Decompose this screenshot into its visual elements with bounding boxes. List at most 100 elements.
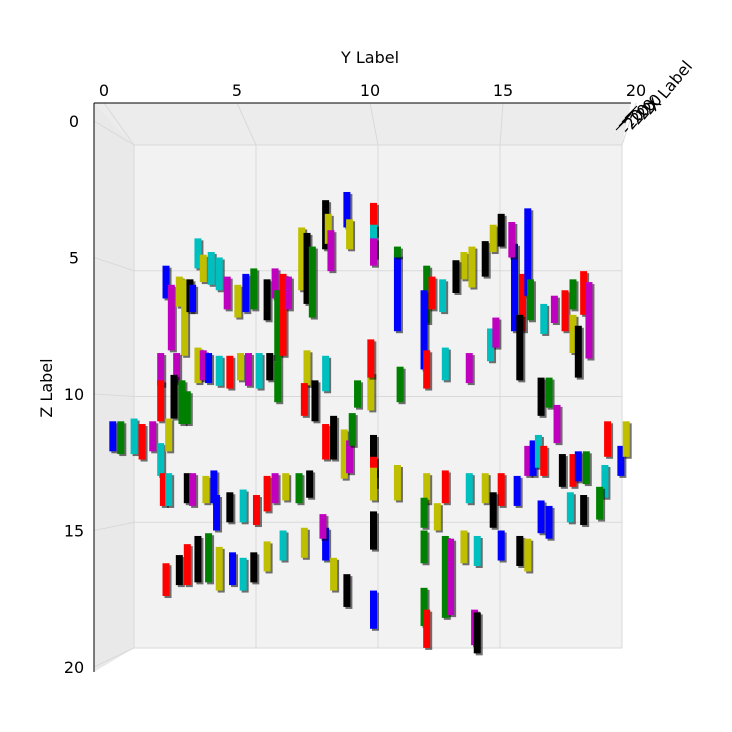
bar [311, 380, 319, 422]
bar [370, 434, 377, 476]
bar [213, 495, 221, 531]
bar [207, 252, 215, 285]
bar [617, 445, 625, 476]
bar [492, 317, 500, 348]
bar [529, 440, 537, 476]
bar [452, 260, 460, 293]
bar [274, 290, 282, 362]
bar [157, 443, 165, 476]
bar [199, 254, 207, 283]
bar [510, 243, 518, 332]
bar [540, 303, 548, 334]
bar [255, 353, 263, 389]
bar [574, 325, 582, 378]
bar [423, 350, 431, 389]
bar [175, 276, 183, 307]
bar [183, 544, 191, 586]
bar [596, 486, 604, 520]
bar [526, 279, 534, 321]
bar [157, 353, 165, 386]
bar [194, 347, 202, 384]
bar [300, 527, 308, 558]
bar [194, 238, 202, 269]
bar [167, 284, 175, 351]
bar [423, 473, 431, 504]
bar [348, 413, 356, 446]
bar [263, 279, 271, 321]
bar [420, 290, 428, 370]
bar [524, 208, 532, 296]
bar [396, 366, 404, 403]
bar [558, 454, 566, 487]
bar [343, 574, 351, 607]
bar [274, 361, 282, 403]
bar [537, 500, 545, 534]
grid-line-top-0 [103, 102, 135, 146]
bar [330, 557, 338, 591]
bar [550, 295, 558, 324]
bar [215, 546, 223, 591]
bar [226, 492, 234, 523]
bar [205, 353, 213, 384]
bar [420, 587, 428, 627]
bar [295, 473, 303, 504]
bar [420, 530, 428, 564]
z-tick-label: 20 [64, 658, 84, 677]
y-tick-label: 10 [360, 81, 380, 100]
bar [322, 527, 330, 561]
y-tick-label: 5 [232, 81, 242, 100]
bar [489, 492, 497, 528]
bar [367, 339, 375, 378]
bar [460, 530, 468, 564]
bar [497, 213, 505, 247]
x-axis-tick-0 [615, 117, 629, 131]
bar [518, 273, 526, 332]
bar [561, 290, 569, 332]
bar [569, 279, 577, 310]
bar [189, 284, 197, 313]
bar [545, 505, 553, 539]
bar [489, 224, 497, 253]
bar [202, 475, 210, 504]
y-tick-label: 0 [99, 81, 109, 100]
plot-pane-left [94, 103, 134, 672]
bar [433, 503, 441, 531]
bar [183, 391, 191, 425]
bar [266, 353, 274, 381]
bar [370, 202, 377, 236]
bar [524, 538, 532, 572]
plot-pane-bottom [94, 103, 631, 145]
bar [162, 563, 170, 597]
z-tick-label: 10 [64, 385, 84, 404]
bar [569, 314, 577, 354]
bar [298, 227, 306, 291]
bar [282, 473, 290, 501]
bar [194, 535, 202, 583]
z-tick-label: 0 [69, 112, 79, 131]
bar [300, 383, 308, 416]
bar [303, 232, 311, 304]
bar [580, 271, 588, 315]
bar [423, 609, 431, 648]
bar [263, 475, 271, 512]
bar [540, 445, 548, 476]
bar [284, 276, 292, 310]
bar [183, 473, 191, 504]
bar [516, 535, 524, 566]
bar [250, 552, 258, 583]
bar [513, 475, 521, 506]
bar [271, 268, 279, 299]
grid-line-left-3 [93, 521, 135, 531]
bar [441, 347, 449, 381]
bar [481, 241, 489, 277]
bar [322, 355, 330, 392]
x-axis-tick-2 [621, 109, 635, 123]
bar [319, 514, 327, 539]
bar [322, 424, 330, 460]
bar [585, 282, 593, 359]
bar [465, 473, 473, 504]
bar [263, 541, 271, 572]
bar [582, 451, 590, 485]
bar [271, 473, 279, 504]
